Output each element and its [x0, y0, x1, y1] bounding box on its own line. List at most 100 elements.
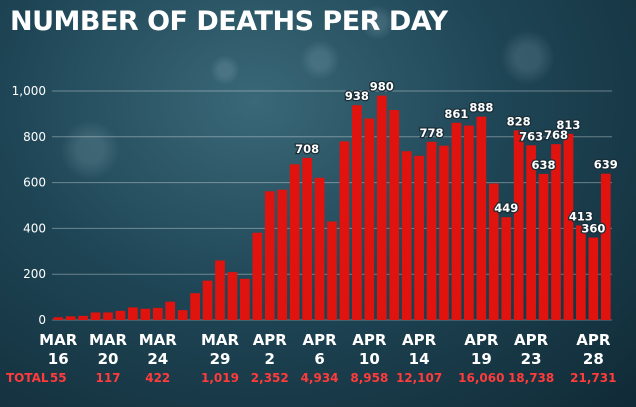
bar	[252, 232, 263, 320]
data-label: 708	[295, 142, 319, 156]
bar	[289, 164, 300, 320]
total-value: 12,107	[396, 371, 442, 385]
bar	[165, 301, 176, 320]
bar	[215, 260, 225, 320]
y-tick-label: 600	[23, 176, 46, 190]
total-value: 55	[50, 371, 67, 385]
bar	[464, 125, 474, 320]
total-value: 2,352	[251, 371, 289, 385]
x-tick-day: 16	[48, 350, 69, 368]
bar	[389, 110, 400, 320]
total-value: 422	[145, 371, 170, 385]
bar	[227, 272, 238, 320]
bar	[128, 307, 138, 320]
bar	[277, 189, 288, 320]
data-label: 980	[370, 80, 394, 94]
total-value: 117	[95, 371, 120, 385]
bar	[190, 293, 200, 320]
bar	[414, 155, 424, 320]
x-tick-month: APR	[514, 331, 549, 349]
data-label: 888	[469, 101, 493, 115]
bar	[90, 312, 101, 320]
data-label: 638	[532, 158, 556, 172]
bar	[576, 225, 586, 320]
bar	[551, 144, 561, 320]
data-label: 861	[444, 107, 468, 121]
bar	[538, 173, 549, 320]
data-label: 778	[420, 126, 444, 140]
x-tick-month: APR	[576, 331, 611, 349]
x-tick-day: 23	[521, 350, 542, 368]
x-tick-month: MAR	[201, 331, 240, 349]
total-value: 16,060	[458, 371, 504, 385]
y-tick-label: 800	[23, 130, 46, 144]
x-tick-day: 19	[471, 350, 492, 368]
total-value: 21,731	[570, 371, 616, 385]
bar	[65, 316, 76, 320]
y-tick-label: 200	[23, 267, 46, 281]
bar	[563, 133, 574, 320]
bar	[488, 183, 499, 320]
totals-label: TOTAL	[6, 371, 49, 385]
x-tick-month: MAR	[89, 331, 128, 349]
x-tick-day: 6	[314, 350, 324, 368]
data-label: 449	[494, 201, 518, 215]
bar	[327, 221, 337, 320]
total-value: 1,019	[201, 371, 239, 385]
bar	[115, 310, 126, 320]
data-label: 813	[556, 118, 580, 132]
bar	[439, 145, 449, 320]
chart-title: NUMBER OF DEATHS PER DAY	[10, 6, 448, 37]
virus-decoration	[210, 55, 240, 85]
bar	[513, 130, 524, 320]
bar	[78, 315, 88, 320]
x-tick-month: APR	[302, 331, 337, 349]
bar	[339, 141, 350, 320]
x-tick-day: 29	[210, 350, 231, 368]
data-label: 413	[569, 209, 593, 223]
total-value: 18,738	[508, 371, 554, 385]
bar	[352, 105, 362, 320]
x-tick-month: APR	[402, 331, 437, 349]
bar	[526, 145, 536, 320]
data-label: 360	[581, 222, 605, 236]
bar	[501, 217, 512, 320]
x-tick-month: MAR	[39, 331, 78, 349]
bar	[177, 310, 188, 320]
bar	[103, 312, 113, 320]
x-tick-month: APR	[253, 331, 288, 349]
x-tick-day: 20	[98, 350, 119, 368]
bar	[314, 177, 325, 320]
y-tick-label: 400	[23, 221, 46, 235]
virus-decoration	[60, 120, 120, 180]
x-tick-month: APR	[464, 331, 499, 349]
bar	[53, 317, 64, 320]
bar	[451, 122, 462, 321]
bar	[426, 141, 437, 320]
bar	[240, 278, 250, 320]
x-tick-day: 2	[265, 350, 275, 368]
bar	[302, 157, 312, 320]
bar	[364, 118, 375, 320]
total-value: 4,934	[301, 371, 339, 385]
total-value: 8,958	[350, 371, 388, 385]
x-tick-month: MAR	[139, 331, 178, 349]
x-tick-day: 10	[359, 350, 380, 368]
data-label: 639	[594, 158, 618, 172]
x-tick-month: APR	[352, 331, 387, 349]
virus-decoration	[500, 30, 555, 85]
bar	[152, 307, 163, 320]
y-tick-label: 0	[38, 313, 46, 327]
bar	[376, 95, 387, 320]
bar	[264, 191, 275, 320]
x-tick-day: 28	[583, 350, 604, 368]
bar	[600, 173, 611, 320]
data-label: 938	[345, 89, 369, 103]
data-label: 763	[519, 129, 543, 143]
virus-decoration	[360, 5, 395, 40]
bar	[588, 237, 599, 320]
virus-decoration	[300, 40, 340, 80]
bar	[476, 116, 487, 320]
bar	[401, 151, 412, 320]
